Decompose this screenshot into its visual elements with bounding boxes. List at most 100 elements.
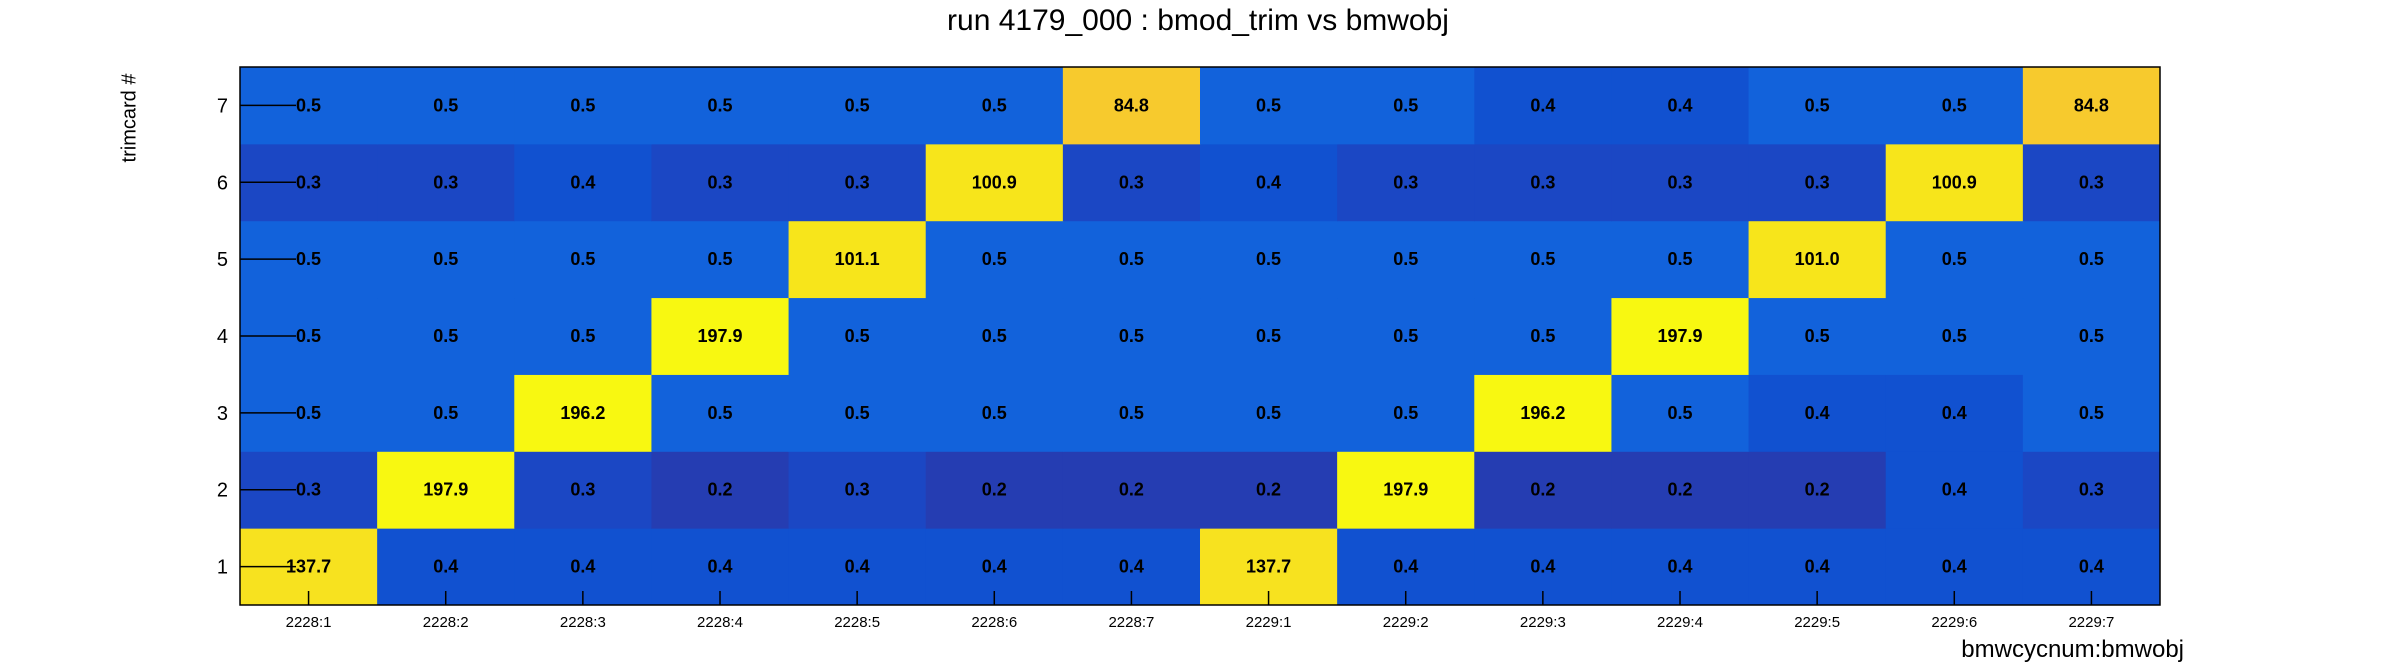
cell-value-label: 0.5: [570, 326, 595, 346]
y-tick-label: 5: [217, 249, 228, 271]
cell-value-label: 0.4: [1805, 557, 1830, 577]
heatmap-cell: [2022, 220, 2161, 299]
cell-value-label: 0.2: [707, 480, 732, 500]
x-tick-label: 2229:5: [1794, 614, 1840, 631]
heatmap-cell: [651, 143, 790, 222]
x-tick-label: 2228:4: [697, 614, 743, 631]
heatmap-cell: [1748, 143, 1887, 222]
cell-value-label: 0.3: [1667, 172, 1692, 192]
heatmap-cell: [788, 220, 927, 299]
cell-value-label: 0.5: [296, 249, 321, 269]
heatmap-cell: [651, 67, 790, 145]
cell-value-label: 0.5: [570, 95, 595, 115]
heatmap-cell: [1337, 374, 1475, 452]
heatmap-cell: [1337, 451, 1475, 529]
cell-value-label: 0.5: [845, 403, 870, 423]
heatmap-cell: [651, 374, 790, 452]
heatmap-cell: [2022, 67, 2161, 145]
x-tick-label: 2228:1: [286, 614, 332, 631]
heatmap-cell: [925, 143, 1064, 222]
cell-value-label: 0.4: [707, 557, 732, 577]
heatmap-cell: [651, 220, 790, 299]
cell-value-label: 196.2: [1520, 403, 1565, 423]
cell-value-label: 137.7: [1246, 557, 1291, 577]
cell-value-label: 0.5: [433, 326, 458, 346]
heatmap-cell: [1200, 67, 1338, 145]
cell-value-label: 0.5: [296, 403, 321, 423]
cell-value-label: 0.4: [1942, 557, 1967, 577]
cell-value-label: 101.1: [835, 249, 880, 269]
cell-value-label: 0.5: [1805, 95, 1830, 115]
heatmap-cell: [788, 374, 927, 452]
heatmap-cell: [925, 220, 1064, 299]
cell-value-label: 100.9: [972, 172, 1017, 192]
cell-value-label: 101.0: [1795, 249, 1840, 269]
heatmap-cell: [1200, 143, 1338, 222]
cell-value-label: 0.2: [1256, 480, 1281, 500]
heatmap-cell: [1748, 297, 1887, 375]
cell-value-label: 0.5: [2079, 249, 2104, 269]
cell-value-label: 0.5: [1256, 326, 1281, 346]
cell-value-label: 0.5: [1805, 326, 1830, 346]
cell-value-label: 0.5: [982, 249, 1007, 269]
cell-value-label: 0.5: [1667, 403, 1692, 423]
x-tick-label: 2228:3: [560, 614, 606, 631]
x-axis-label: bmwcycnum:bmwobj: [1961, 636, 2184, 663]
cell-value-label: 0.3: [570, 480, 595, 500]
cell-value-label: 0.3: [2079, 480, 2104, 500]
x-tick-label: 2229:2: [1383, 614, 1429, 631]
heatmap-cell: [1474, 67, 1612, 145]
cell-value-label: 0.3: [845, 172, 870, 192]
heatmap-cell: [1885, 67, 2024, 145]
chart-title: run 4179_000 : bmod_trim vs bmwobj: [947, 4, 1449, 37]
cell-value-label: 0.5: [1119, 403, 1144, 423]
cell-value-label: 0.4: [1942, 403, 1967, 423]
x-tick-label: 2229:6: [1931, 614, 1977, 631]
cell-value-label: 0.3: [1805, 172, 1830, 192]
cell-value-label: 0.5: [1530, 249, 1555, 269]
cell-value-label: 0.5: [1667, 249, 1692, 269]
cell-value-label: 0.4: [845, 557, 870, 577]
cell-value-label: 0.3: [707, 172, 732, 192]
heatmap-cell: [514, 67, 652, 145]
cell-value-label: 0.2: [1667, 480, 1692, 500]
cell-value-label: 0.3: [1530, 172, 1555, 192]
cell-value-label: 0.4: [2079, 557, 2104, 577]
heatmap-cell: [1748, 67, 1887, 145]
heatmap-cell: [514, 220, 652, 299]
heatmap-cell: [1062, 451, 1201, 529]
cell-value-label: 0.4: [1256, 172, 1281, 192]
cell-value-label: 0.4: [1942, 480, 1967, 500]
cell-value-label: 0.2: [982, 480, 1007, 500]
cell-value-label: 0.5: [1393, 249, 1418, 269]
cell-value-label: 0.5: [1256, 249, 1281, 269]
cell-value-label: 0.5: [1256, 95, 1281, 115]
cell-value-label: 0.5: [1530, 326, 1555, 346]
heatmap-cell: [1885, 374, 2024, 452]
x-tick-label: 2229:3: [1520, 614, 1566, 631]
cell-value-label: 0.3: [2079, 172, 2104, 192]
heatmap-cell: [1474, 143, 1612, 222]
heatmap-cell: [1474, 451, 1612, 529]
y-tick-label: 1: [217, 557, 228, 579]
heatmap-cell: [1611, 143, 1750, 222]
heatmap-cell: [925, 374, 1064, 452]
cell-value-label: 0.5: [433, 95, 458, 115]
cell-value-label: 0.2: [1530, 480, 1555, 500]
heatmap-cell: [377, 67, 515, 145]
x-tick-label: 2228:6: [971, 614, 1017, 631]
heatmap-cell: [514, 374, 652, 452]
heatmap-cell: [377, 220, 515, 299]
cell-value-label: 0.5: [2079, 326, 2104, 346]
heatmap-cell: [1062, 297, 1201, 375]
cell-value-label: 0.5: [845, 326, 870, 346]
heatmap-cell: [2022, 297, 2161, 375]
cell-value-label: 197.9: [423, 480, 468, 500]
heatmap-cell: [1748, 220, 1887, 299]
cell-value-label: 0.5: [1942, 249, 1967, 269]
heatmap-cell: [1474, 297, 1612, 375]
cell-value-label: 0.5: [707, 249, 732, 269]
cell-value-label: 197.9: [1657, 326, 1702, 346]
cell-value-label: 0.4: [570, 557, 595, 577]
cell-value-label: 0.5: [845, 95, 870, 115]
